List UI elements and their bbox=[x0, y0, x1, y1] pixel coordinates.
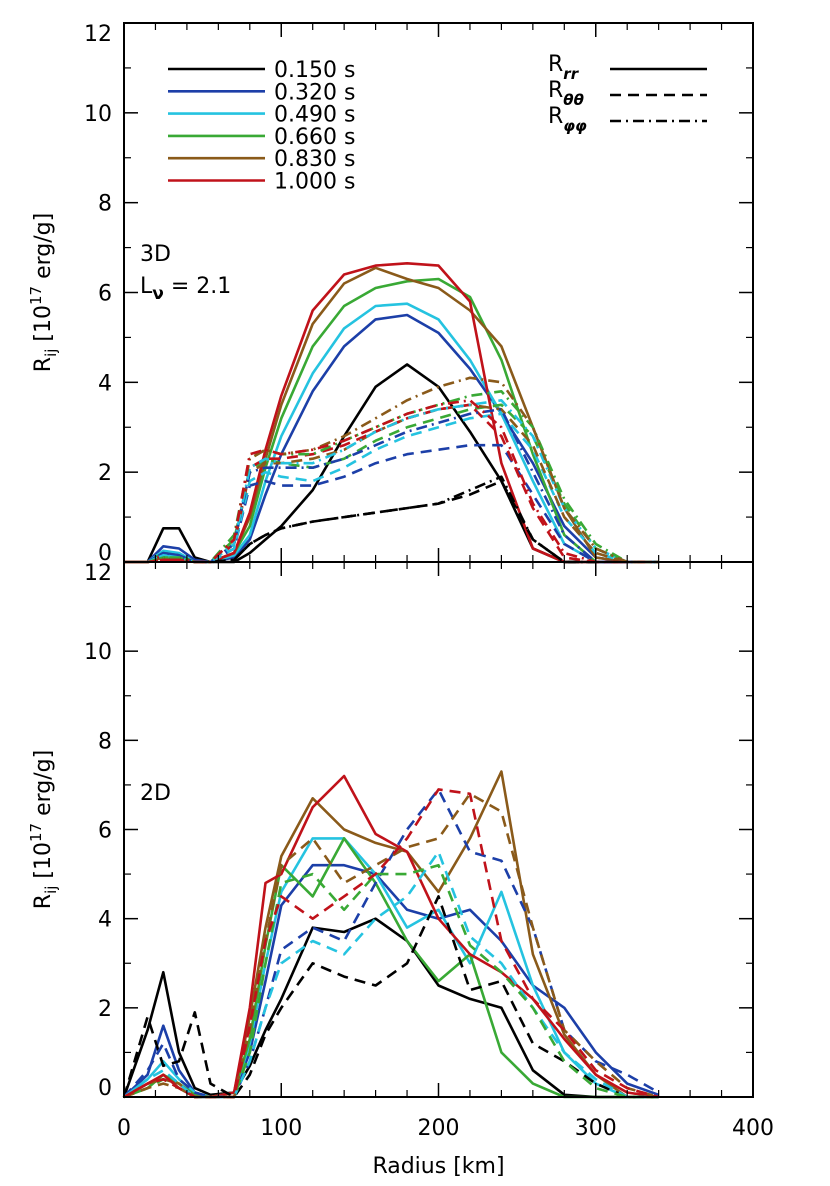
text-part: 17 bbox=[27, 823, 45, 842]
data-line bbox=[124, 475, 659, 564]
annotation: Lν = 2.1 bbox=[140, 274, 231, 304]
legend-label: 0.150 s bbox=[274, 58, 355, 83]
text-part: R bbox=[31, 357, 56, 372]
data-line bbox=[122, 895, 659, 1099]
panel-label: 2D bbox=[140, 781, 171, 806]
y-tick-label: 12 bbox=[84, 561, 112, 586]
x-axis-label: Radius [km] bbox=[372, 1154, 504, 1179]
data-line bbox=[123, 837, 659, 1099]
legend-label: Rrr bbox=[548, 52, 580, 83]
data-line bbox=[124, 443, 659, 564]
y-tick-label: 0 bbox=[98, 1076, 112, 1101]
y-tick-label: 4 bbox=[98, 371, 112, 396]
text-part: θθ bbox=[563, 91, 584, 109]
x-tick-label: 400 bbox=[732, 1116, 774, 1141]
legend-label: 1.000 s bbox=[274, 170, 355, 195]
y-axis-label: Rij [1017 erg/g] bbox=[27, 213, 60, 372]
y-tick-label: 6 bbox=[98, 282, 112, 307]
text-part: 17 bbox=[27, 286, 45, 305]
data-line bbox=[123, 792, 659, 1099]
y-tick-label: 0 bbox=[98, 541, 112, 566]
y-tick-label: 2 bbox=[98, 461, 112, 486]
y-tick-label: 8 bbox=[98, 729, 112, 754]
text-part: ij bbox=[42, 886, 60, 894]
text-part: R bbox=[548, 78, 563, 103]
text-part: ij bbox=[42, 349, 60, 357]
legend-label: 0.660 s bbox=[274, 125, 355, 150]
data-line bbox=[122, 917, 659, 1099]
plot-frame bbox=[123, 561, 754, 1098]
legend-label: 0.490 s bbox=[274, 103, 355, 128]
data-line bbox=[124, 398, 659, 564]
panel: 0 2 4 6 8 10 12 0 100 200 300 400 Rij [1017 erg/g] Ra… bbox=[27, 561, 774, 1179]
text-part: R bbox=[31, 894, 56, 909]
y-axis-label: Rij [1017 erg/g] bbox=[27, 750, 60, 909]
text-part: [10 bbox=[31, 305, 56, 349]
x-tick-label: 200 bbox=[418, 1116, 460, 1141]
y-tick-label: 2 bbox=[98, 997, 112, 1022]
x-tick-label: 300 bbox=[575, 1116, 617, 1141]
legend-label: 0.320 s bbox=[274, 80, 355, 105]
x-tick-label: 0 bbox=[117, 1116, 131, 1141]
legend-label: 0.830 s bbox=[274, 147, 355, 172]
x-tick-label: 100 bbox=[260, 1116, 302, 1141]
text-part: = 2.1 bbox=[164, 274, 231, 299]
y-tick-label: 6 bbox=[98, 819, 112, 844]
data-line bbox=[123, 837, 659, 1099]
text-part: rr bbox=[563, 65, 579, 83]
panel: 0 2 4 6 8 10 12 Rij [1017 erg/g] 3D Lν = 2.1 0.150… bbox=[27, 22, 754, 566]
text-part: R bbox=[548, 52, 563, 77]
text-part: φφ bbox=[563, 117, 587, 135]
text-part: erg/g] bbox=[31, 213, 56, 286]
y-tick-label: 10 bbox=[84, 640, 112, 665]
data-line bbox=[124, 407, 659, 564]
data-line bbox=[124, 389, 659, 564]
text-part: erg/g] bbox=[31, 750, 56, 823]
data-line bbox=[124, 266, 659, 564]
legend-label: Rθθ bbox=[548, 78, 584, 109]
data-line bbox=[123, 770, 659, 1099]
text-part: [10 bbox=[31, 842, 56, 886]
text-part: L bbox=[140, 274, 153, 299]
text-part: ν bbox=[152, 284, 164, 304]
panel-label: 3D bbox=[140, 242, 171, 267]
y-tick-label: 12 bbox=[84, 22, 112, 47]
y-tick-label: 4 bbox=[98, 908, 112, 933]
y-tick-label: 8 bbox=[98, 192, 112, 217]
legend-label: Rφφ bbox=[548, 104, 587, 135]
data-line bbox=[123, 774, 659, 1099]
text-part: R bbox=[548, 104, 563, 129]
data-line bbox=[123, 788, 659, 1099]
data-line bbox=[124, 261, 659, 564]
y-tick-label: 10 bbox=[84, 102, 112, 127]
